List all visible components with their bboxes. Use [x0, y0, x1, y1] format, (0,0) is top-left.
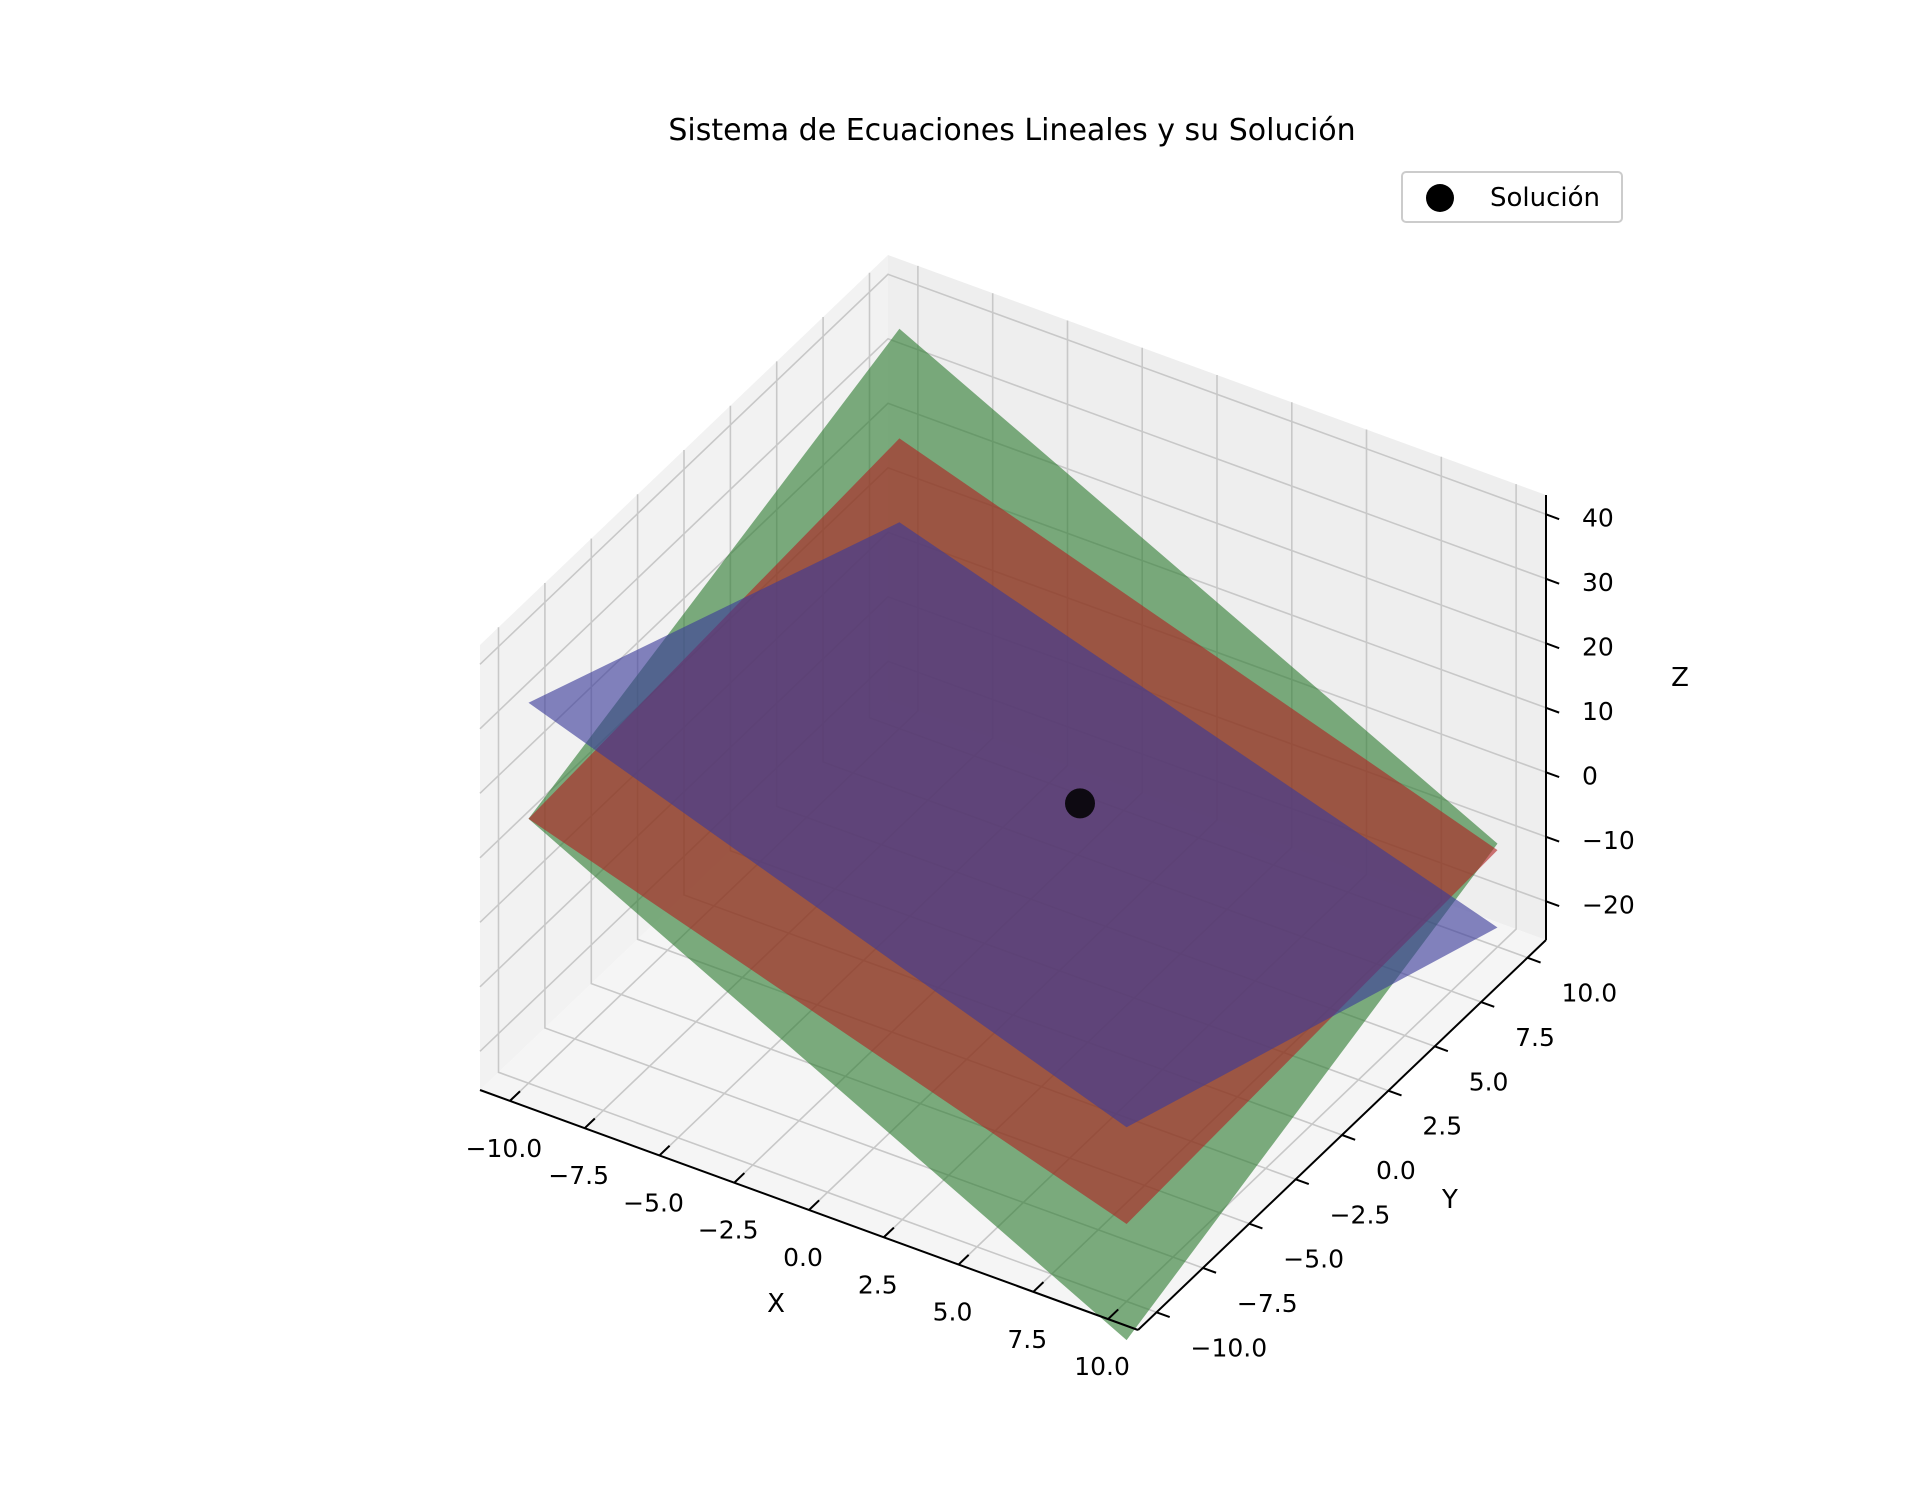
x-tick-label: 10.0: [1074, 1352, 1130, 1381]
y-tick: [1248, 1222, 1263, 1230]
z-tick-label: 10: [1582, 697, 1614, 726]
legend-marker: [1426, 184, 1454, 212]
y-tick: [1527, 956, 1541, 964]
z-tick-label: 20: [1582, 632, 1614, 661]
z-tick-label: −10: [1582, 826, 1635, 855]
z-tick-label: −20: [1582, 890, 1635, 919]
y-tick: [1295, 1178, 1310, 1186]
y-tick: [1388, 1089, 1402, 1097]
x-tick-label: −2.5: [698, 1216, 759, 1245]
z-axis-label: Z: [1671, 663, 1689, 693]
y-tick-label: 10.0: [1562, 979, 1618, 1008]
legend: Solución: [1401, 171, 1623, 223]
x-tick-label: 7.5: [1007, 1325, 1047, 1354]
y-tick-label: −7.5: [1237, 1289, 1298, 1318]
y-tick: [1480, 1001, 1495, 1008]
solution-point: [1065, 788, 1095, 819]
x-tick-label: −10.0: [466, 1134, 543, 1163]
x-tick-label: −5.0: [623, 1189, 684, 1218]
z-tick: [1545, 900, 1560, 908]
x-tick: [883, 1226, 895, 1238]
plane-3: [528, 522, 1498, 1128]
x-tick-label: 0.0: [783, 1243, 823, 1272]
grid-line-z: [479, 337, 1547, 730]
grid-line-z: [479, 273, 1547, 665]
x-axis-label: X: [767, 1289, 785, 1319]
x-tick: [658, 1145, 671, 1157]
y-tick-label: 0.0: [1376, 1156, 1416, 1185]
z-tick-label: 0: [1582, 761, 1598, 790]
y-tick: [1434, 1045, 1449, 1053]
x-tick: [509, 1090, 521, 1102]
plane-surfaces: [528, 328, 1498, 1341]
y-tick-label: 5.0: [1469, 1067, 1509, 1096]
z-tick: [1545, 771, 1560, 779]
tick-labels: −10.0−7.5−5.0−2.50.02.55.07.510.0−10.0−7…: [466, 503, 1635, 1381]
y-tick-label: −10.0: [1191, 1333, 1268, 1362]
y-tick-label: 7.5: [1515, 1023, 1555, 1052]
legend-label: Solución: [1490, 183, 1600, 213]
y-tick: [1202, 1267, 1217, 1274]
x-tick: [1032, 1281, 1045, 1293]
x-tick: [583, 1117, 596, 1129]
y-tick-label: 2.5: [1422, 1112, 1462, 1141]
y-tick: [1156, 1311, 1171, 1319]
x-tick: [1107, 1308, 1119, 1320]
y-tick: [1341, 1134, 1356, 1141]
z-tick-label: 30: [1582, 568, 1614, 597]
z-tick: [1545, 835, 1560, 843]
z-tick: [1545, 642, 1560, 650]
z-tick: [1545, 706, 1560, 714]
x-tick: [733, 1172, 746, 1184]
x-tick: [808, 1199, 820, 1211]
z-tick: [1545, 513, 1560, 521]
y-axis-label: Y: [1441, 1185, 1458, 1215]
x-tick-label: 2.5: [858, 1270, 898, 1299]
x-tick-label: 5.0: [933, 1298, 973, 1327]
chart-title: Sistema de Ecuaciones Lineales y su Solu…: [668, 113, 1355, 148]
x-tick: [957, 1254, 970, 1266]
y-tick-label: −2.5: [1330, 1200, 1391, 1229]
z-tick: [1545, 577, 1560, 585]
legend-box: [1401, 171, 1623, 223]
y-tick-label: −5.0: [1283, 1245, 1344, 1274]
x-tick-label: −7.5: [548, 1161, 609, 1190]
tick-marks: [509, 513, 1560, 1320]
z-tick-label: 40: [1582, 503, 1614, 532]
